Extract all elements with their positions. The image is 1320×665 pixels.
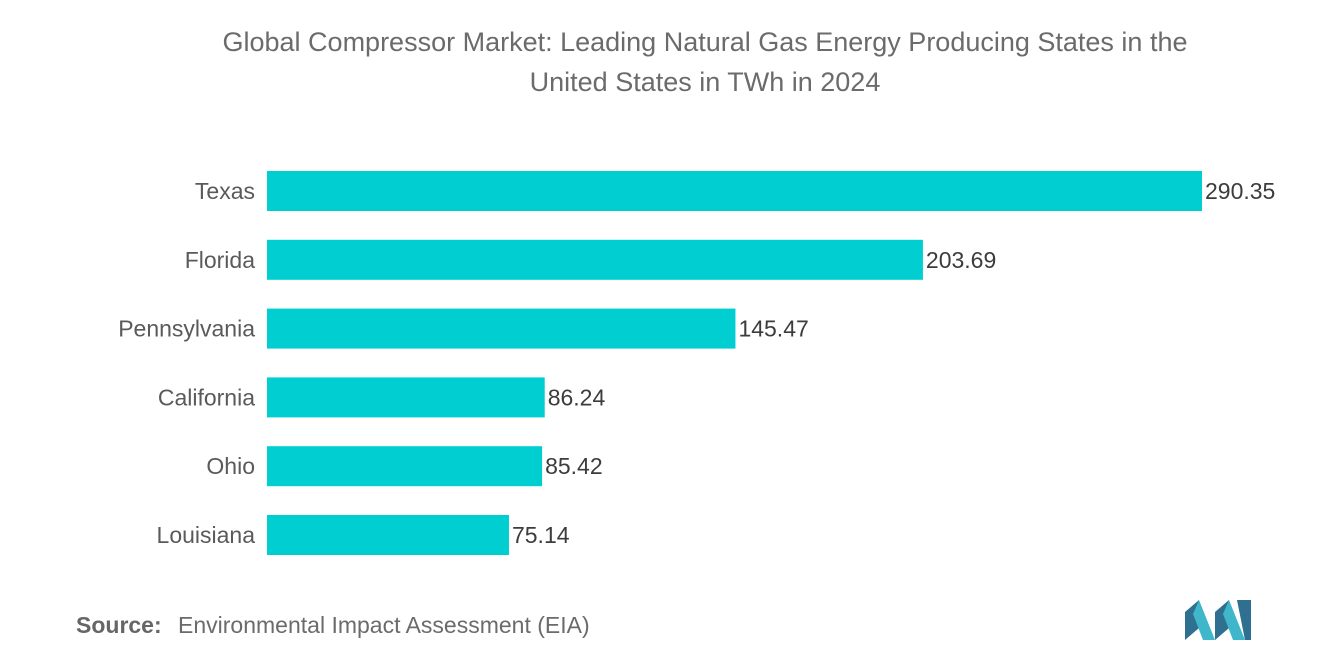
chart-title-line-2: United States in TWh in 2024 xyxy=(529,67,881,97)
logo-shape-end xyxy=(1237,600,1251,640)
bar-louisiana xyxy=(267,515,509,555)
value-label: 203.69 xyxy=(926,247,996,273)
source-footer: Source: Environmental Impact Assessment … xyxy=(76,612,590,639)
chart-title-line-1: Global Compressor Market: Leading Natura… xyxy=(222,27,1188,57)
category-label: Pennsylvania xyxy=(118,316,255,342)
value-label: 290.35 xyxy=(1205,178,1275,204)
value-label: 85.42 xyxy=(545,453,603,479)
logo-shape-right xyxy=(1223,600,1245,640)
bar-ohio xyxy=(267,446,543,487)
bar-texas xyxy=(267,171,1202,211)
bar-florida xyxy=(267,239,923,280)
value-label: 145.47 xyxy=(738,316,808,342)
chart-title: Global Compressor Market: Leading Natura… xyxy=(60,22,1320,102)
source-text: Environmental Impact Assessment (EIA) xyxy=(178,612,590,638)
bar-california xyxy=(267,377,545,418)
category-label: California xyxy=(158,384,255,410)
bar-pennsylvania xyxy=(267,308,736,349)
category-label: Louisiana xyxy=(157,522,256,548)
category-label: Florida xyxy=(185,247,256,273)
value-label: 75.14 xyxy=(512,522,570,548)
source-label: Source: xyxy=(76,612,162,638)
category-label: Ohio xyxy=(206,453,255,479)
value-label: 86.24 xyxy=(548,384,606,410)
category-label: Texas xyxy=(195,178,255,204)
mordor-intelligence-logo-icon xyxy=(1185,600,1251,640)
logo-shape-mid xyxy=(1193,600,1215,640)
